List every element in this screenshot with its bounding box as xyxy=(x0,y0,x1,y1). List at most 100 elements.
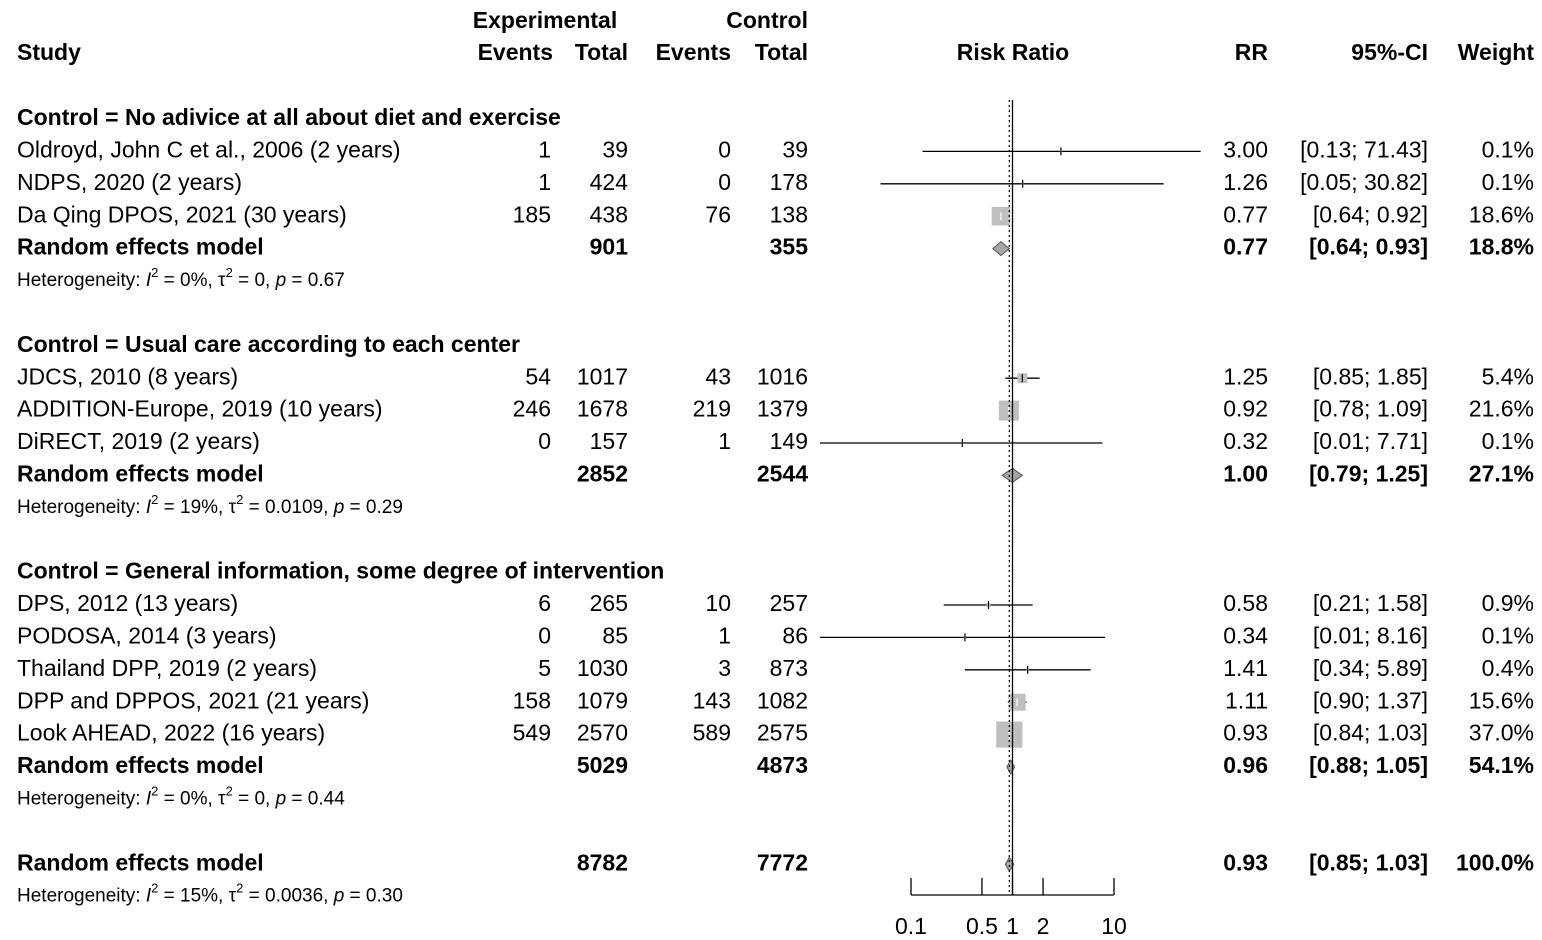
header-experimental: Experimental xyxy=(473,7,617,33)
ci-label: [0.64; 0.92] xyxy=(1313,201,1428,227)
heterogeneity-part: p xyxy=(333,886,345,907)
heterogeneity-part: Heterogeneity: xyxy=(17,497,146,518)
pooled-diamond xyxy=(1006,758,1016,776)
ctrl-total: 873 xyxy=(770,655,808,681)
study-name: Thailand DPP, 2019 (2 years) xyxy=(17,655,317,681)
exp-events: 1 xyxy=(538,169,551,195)
ci-label: [0.88; 1.05] xyxy=(1309,752,1428,778)
heterogeneity: Heterogeneity: I2 = 0%, τ2 = 0, p = 0.67 xyxy=(17,265,345,291)
header-total: Total xyxy=(755,39,808,65)
exp-total: 438 xyxy=(590,201,628,227)
exp-events: 6 xyxy=(538,590,551,616)
heterogeneity-part: 2 xyxy=(151,492,158,507)
weight-label: 0.9% xyxy=(1482,590,1534,616)
exp-events: 549 xyxy=(513,720,551,746)
ctrl-total: 39 xyxy=(782,136,808,162)
heterogeneity-part: I xyxy=(146,497,152,518)
exp-total: 1017 xyxy=(577,363,628,389)
exp-events: 54 xyxy=(525,363,551,389)
weight-label: 0.4% xyxy=(1482,655,1534,681)
rr-label: 0.92 xyxy=(1223,396,1268,422)
group-title: Control = Usual care according to each c… xyxy=(17,331,520,357)
heterogeneity-part: τ xyxy=(218,270,226,291)
pooled-diamond xyxy=(1004,856,1015,873)
ctrl-events: 0 xyxy=(718,136,731,162)
exp-total: 5029 xyxy=(577,752,628,778)
ci-label: [0.90; 1.37] xyxy=(1313,687,1428,713)
ctrl-events: 1 xyxy=(718,622,731,648)
heterogeneity-part: = 0%, xyxy=(158,788,218,809)
heterogeneity-part: p xyxy=(275,788,287,809)
ctrl-events: 3 xyxy=(718,655,731,681)
ci-label: [0.01; 7.71] xyxy=(1313,428,1428,454)
exp-total: 424 xyxy=(590,169,629,195)
x-tick-label: 10 xyxy=(1101,913,1127,939)
ctrl-total: 355 xyxy=(770,234,809,260)
weight-label: 0.1% xyxy=(1482,428,1534,454)
ctrl-total: 2575 xyxy=(757,720,808,746)
ctrl-total: 257 xyxy=(770,590,808,616)
ctrl-total: 138 xyxy=(770,201,808,227)
ci-label: [0.64; 0.93] xyxy=(1309,234,1428,260)
exp-total: 85 xyxy=(602,622,628,648)
weight-label: 54.1% xyxy=(1469,752,1534,778)
ci-label: [0.78; 1.09] xyxy=(1313,396,1428,422)
header-control: Control xyxy=(726,7,808,33)
study-name: JDCS, 2010 (8 years) xyxy=(17,363,238,389)
heterogeneity-part: = 0.0109, xyxy=(243,497,333,518)
heterogeneity-part: 2 xyxy=(226,783,233,798)
study-name: DPS, 2012 (13 years) xyxy=(17,590,238,616)
ctrl-total: 1082 xyxy=(757,687,808,713)
exp-events: 246 xyxy=(513,396,551,422)
heterogeneity-part: p xyxy=(333,497,345,518)
ci-label: [0.34; 5.89] xyxy=(1313,655,1428,681)
weight-label: 5.4% xyxy=(1482,363,1534,389)
exp-total: 157 xyxy=(590,428,628,454)
heterogeneity-part: 2 xyxy=(151,881,158,896)
heterogeneity-part: = 0.67 xyxy=(286,270,345,291)
header-total: Total xyxy=(575,39,628,65)
ctrl-events: 76 xyxy=(705,201,731,227)
rr-label: 1.26 xyxy=(1223,169,1268,195)
ctrl-total: 2544 xyxy=(757,460,808,486)
heterogeneity-part: τ xyxy=(229,886,237,907)
x-tick-label: 1 xyxy=(1006,913,1019,939)
heterogeneity-part: = 0, xyxy=(233,788,276,809)
header-events: Events xyxy=(656,39,731,65)
x-label: Risk Ratio xyxy=(957,39,1069,65)
heterogeneity-part: = 19%, xyxy=(158,497,228,518)
exp-events: 185 xyxy=(513,201,551,227)
heterogeneity-part: = 0.0036, xyxy=(243,886,333,907)
rr-label: 0.93 xyxy=(1223,720,1268,746)
exp-events: 1 xyxy=(538,136,551,162)
ci-label: [0.84; 1.03] xyxy=(1313,720,1428,746)
rr-label: 0.58 xyxy=(1223,590,1268,616)
exp-events: 0 xyxy=(538,428,551,454)
exp-total: 2570 xyxy=(577,720,628,746)
heterogeneity-part: τ xyxy=(229,497,237,518)
heterogeneity-part: τ xyxy=(218,788,226,809)
ctrl-total: 1379 xyxy=(757,396,808,422)
ci-label: [0.85; 1.03] xyxy=(1309,849,1428,875)
model-name: Random effects model xyxy=(17,752,264,778)
ctrl-events: 143 xyxy=(693,687,731,713)
heterogeneity-part: I xyxy=(146,788,152,809)
study-name: Oldroyd, John C et al., 2006 (2 years) xyxy=(17,136,401,162)
model-name: Random effects model xyxy=(17,849,264,875)
exp-events: 5 xyxy=(538,655,551,681)
rr-label: 0.96 xyxy=(1223,752,1268,778)
ci-label: [0.01; 8.16] xyxy=(1313,622,1428,648)
rr-label: 0.32 xyxy=(1223,428,1268,454)
header-rr: RR xyxy=(1235,39,1269,65)
ctrl-events: 589 xyxy=(693,720,731,746)
heterogeneity-part: 2 xyxy=(151,265,158,280)
exp-total: 901 xyxy=(590,234,629,260)
weight-label: 27.1% xyxy=(1469,460,1534,486)
heterogeneity-part: = 0.44 xyxy=(286,788,345,809)
rr-label: 0.93 xyxy=(1223,849,1268,875)
ctrl-total: 149 xyxy=(770,428,808,454)
plot-area xyxy=(820,150,1201,736)
weight-label: 21.6% xyxy=(1469,396,1534,422)
study-name: ADDITION-Europe, 2019 (10 years) xyxy=(17,396,383,422)
rr-label: 0.34 xyxy=(1223,622,1268,648)
